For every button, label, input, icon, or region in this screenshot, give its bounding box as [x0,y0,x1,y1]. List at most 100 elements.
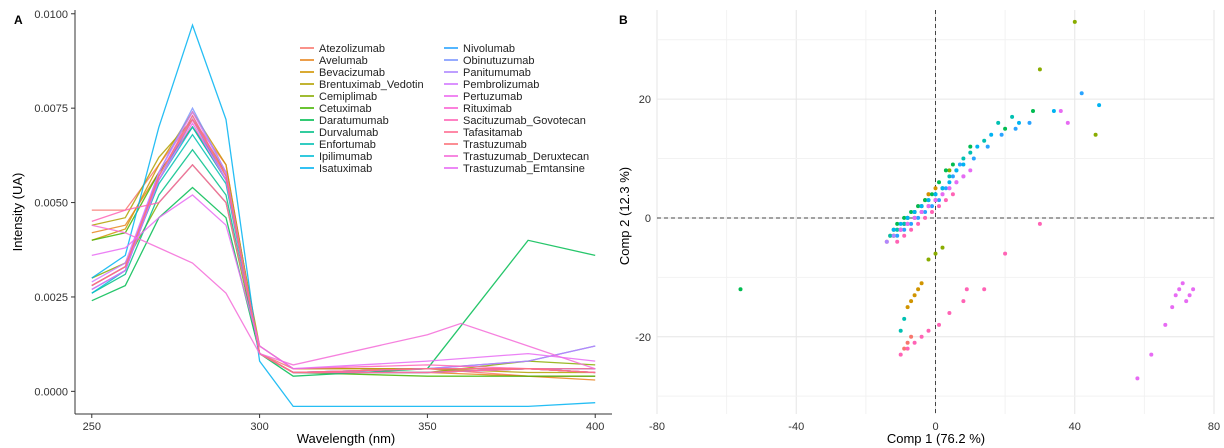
legend-entry: Durvalumab [300,127,378,139]
scatter-point [1173,293,1178,298]
scatter-point [1180,281,1185,286]
scatter-point [898,221,903,226]
scatter-point [898,227,903,232]
legend-label: Durvalumab [319,127,378,139]
scatter-point [1187,293,1192,298]
y-tick-label: -20 [635,332,651,344]
panel-a-tick-labels: 250 300 350 400 0.0000 0.0025 0.0050 0.0075 0.01… [34,9,604,433]
scatter-point [954,168,959,173]
scatter-point [947,311,952,315]
scatter-point [902,221,907,226]
scatter-point [912,215,917,220]
legend-entry: Bevacizumab [300,67,385,79]
scatter-point [933,186,938,191]
panel-a-line-chart: A 250 300 350 400 0.0000 0.0025 0.0050 0.0075 0.… [10,9,612,446]
panel-b-scatter-chart: B -80 -40 0 40 80 -20 0 20 Comp 1 (76.2 %) Comp… [617,10,1220,446]
scatter-point [891,227,896,232]
panel-a-letter: A [14,13,23,27]
x-tick-label: 0 [932,421,938,433]
panel-a-series-lines [91,23,596,408]
scatter-point [1135,376,1140,381]
legend-entry: Ipilimumab [300,151,372,163]
legend-label: Pembrolizumab [463,79,539,91]
scatter-point [930,210,934,214]
scatter-point [1010,114,1015,119]
scatter-point [1191,287,1196,292]
scatter-point [961,299,966,304]
series-line-trastuzumab-deruxtecan [91,224,596,370]
scatter-point [985,144,990,149]
x-tick-label: 80 [1208,421,1220,433]
legend-label: Avelumab [319,55,368,67]
scatter-point [933,192,938,197]
scatter-point [968,168,973,173]
scatter-point [1184,299,1189,304]
legend-label: Obinutuzumab [463,55,535,67]
x-tick-label: 300 [250,421,268,433]
scatter-point [909,299,914,304]
panel-b-letter: B [619,13,628,27]
scatter-point [1017,120,1021,125]
scatter-point [1058,109,1063,113]
scatter-point [895,227,900,232]
x-tick-label: -40 [788,421,804,433]
scatter-point [891,233,896,238]
panel-a-axes [71,10,612,418]
x-tick-label: 400 [586,421,604,433]
panel-a-x-axis-title: Wavelength (nm) [297,431,396,446]
panel-b-x-axis-title: Comp 1 (76.2 %) [887,431,985,446]
scatter-point [912,293,917,298]
scatter-point [943,168,948,173]
y-tick-label: 0.0050 [34,198,68,210]
y-tick-label: 20 [639,94,651,106]
scatter-point [1065,120,1070,125]
legend-entry: Panitumumab [444,67,531,79]
scatter-point [919,334,924,339]
scatter-point [1163,322,1168,327]
scatter-point [937,180,941,185]
legend-entry: Obinutuzumab [444,55,535,67]
scatter-point [961,162,966,167]
scatter-point [905,221,910,226]
scatter-point [1079,91,1084,96]
scatter-point [919,210,924,214]
legend-entry: Enfortumab [300,139,376,151]
scatter-point [937,198,941,203]
scatter-point [926,198,931,203]
scatter-point [895,239,900,244]
scatter-point [947,174,952,179]
scatter-point [975,144,980,149]
legend-entry: Rituximab [444,103,512,115]
legend-label: Trastuzumab_Deruxtecan [463,151,589,163]
x-tick-label: 40 [1069,421,1081,433]
legend-label: Trastuzumab_Emtansine [463,163,585,175]
legend-entry: Trastuzumab_Deruxtecan [444,151,589,163]
legend-label: Pertuzumab [463,91,522,103]
scatter-point [1037,67,1042,72]
scatter-point [1093,132,1098,137]
scatter-point [902,316,907,321]
scatter-point [961,174,966,179]
scatter-point [898,328,903,333]
panel-b-points [738,19,1196,381]
series-line-isatuximab [91,23,596,408]
legend-label: Isatuximab [319,163,372,175]
scatter-point [1170,305,1175,310]
scatter-point [937,204,941,209]
scatter-point [902,215,907,220]
scatter-point [961,156,966,161]
x-tick-label: 350 [418,421,436,433]
legend-label: Bevacizumab [319,67,385,79]
scatter-point [937,322,941,327]
series-line-trastuzumab-emtansine [91,194,596,370]
legend-label: Brentuximab_Vedotin [319,79,424,91]
scatter-point [947,186,952,191]
scatter-point [982,138,987,143]
series-line-sacituzumab-govotecan [91,163,596,374]
scatter-point [954,180,959,185]
scatter-point [898,352,903,357]
scatter-point [909,227,914,232]
scatter-point [905,215,910,220]
scatter-point [930,204,934,209]
